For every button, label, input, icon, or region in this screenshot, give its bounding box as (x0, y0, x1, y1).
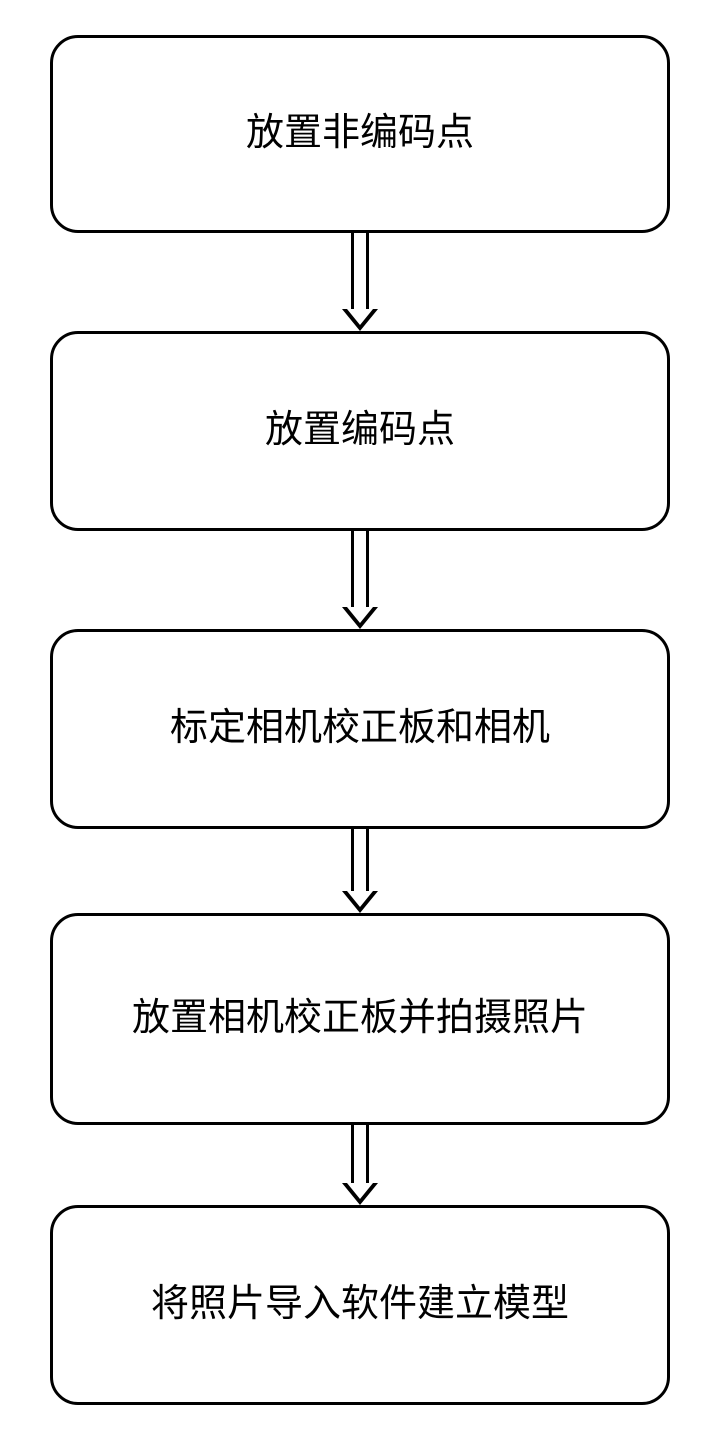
flowchart-arrow (50, 829, 670, 913)
node-label: 放置非编码点 (246, 109, 474, 158)
node-label: 放置编码点 (265, 406, 455, 455)
flowchart-arrow (50, 1125, 670, 1205)
node-label: 标定相机校正板和相机 (170, 704, 550, 753)
flowchart-node: 将照片导入软件建立模型 (50, 1205, 670, 1405)
node-label: 将照片导入软件建立模型 (151, 1280, 569, 1329)
flowchart-node: 放置编码点 (50, 331, 670, 531)
node-label: 放置相机校正板并拍摄照片 (132, 994, 588, 1043)
flowchart-node: 放置相机校正板并拍摄照片 (50, 913, 670, 1125)
flowchart-arrow (50, 233, 670, 331)
flowchart-arrow (50, 531, 670, 629)
flowchart-node: 标定相机校正板和相机 (50, 629, 670, 829)
flowchart-container: 放置非编码点 放置编码点 标定相机校正板和相机 放置相机校正板并拍摄照片 (50, 35, 670, 1405)
flowchart-node: 放置非编码点 (50, 35, 670, 233)
